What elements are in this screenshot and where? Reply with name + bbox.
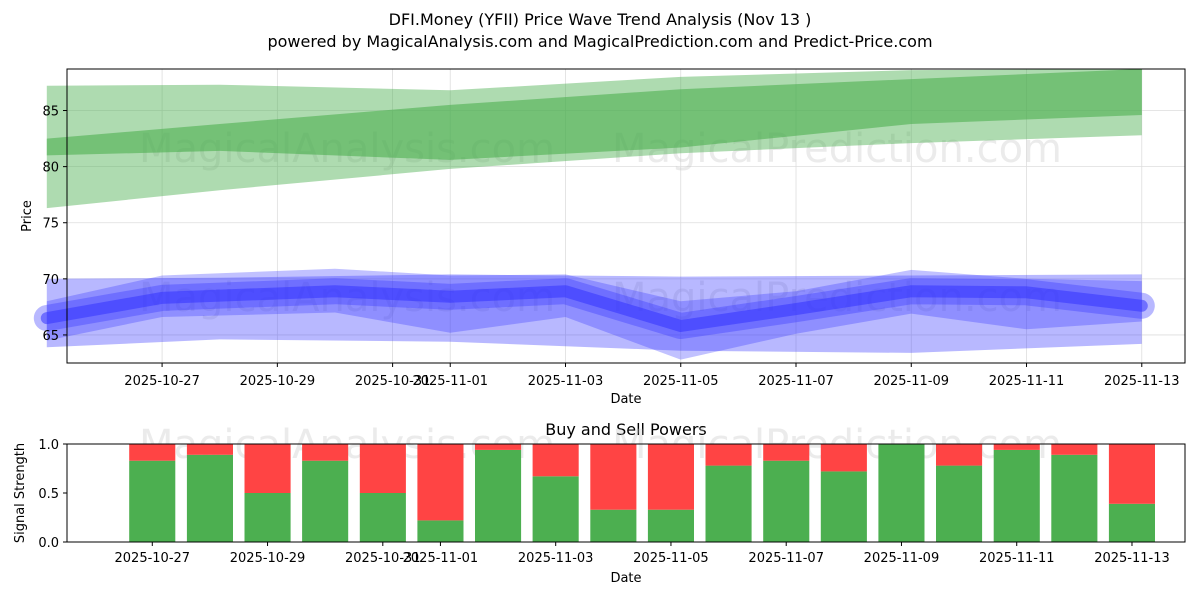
signal-y-label: Signal Strength bbox=[13, 443, 28, 543]
price-x-tick-label: 2025-11-11 bbox=[989, 374, 1065, 389]
signal-x-tick-label: 2025-11-13 bbox=[1094, 551, 1170, 566]
sell-bar bbox=[359, 444, 406, 493]
price-y-ticks: 65 70 75 80 85 bbox=[42, 105, 67, 344]
signal-x-tick-label: 2025-11-09 bbox=[864, 551, 940, 566]
signal-chart-title: Buy and Sell Powers bbox=[545, 420, 707, 439]
price-x-tick-label: 2025-11-03 bbox=[528, 374, 604, 389]
price-bands bbox=[33, 69, 1155, 360]
sell-bar bbox=[590, 444, 637, 510]
green-inner-band bbox=[46, 69, 1142, 160]
price-x-tick-label: 2025-11-07 bbox=[758, 374, 834, 389]
buy-bar bbox=[186, 454, 233, 542]
signal-x-tick-label: 2025-10-31 bbox=[345, 551, 421, 566]
price-y-label: Price bbox=[20, 200, 35, 232]
signal-bars bbox=[129, 444, 1155, 542]
buy-bar bbox=[302, 460, 349, 542]
sell-bar bbox=[1108, 444, 1155, 504]
buy-bar bbox=[936, 465, 983, 542]
signal-x-tick-label: 2025-11-03 bbox=[518, 551, 594, 566]
buy-bar bbox=[244, 493, 291, 542]
signal-x-tick-label: 2025-10-29 bbox=[230, 551, 306, 566]
buy-bar bbox=[475, 449, 522, 542]
price-x-tick-label: 2025-11-09 bbox=[873, 374, 949, 389]
signal-y-tick-label: 0.0 bbox=[38, 536, 59, 551]
signal-x-tick-label: 2025-11-05 bbox=[633, 551, 709, 566]
signal-x-label: Date bbox=[610, 571, 641, 586]
sell-bar bbox=[475, 444, 522, 450]
signal-x-tick-label: 2025-10-27 bbox=[115, 551, 191, 566]
signal-x-tick-label: 2025-11-01 bbox=[403, 551, 479, 566]
price-y-tick-label: 85 bbox=[42, 105, 59, 120]
buy-bar bbox=[763, 460, 810, 542]
price-plot-frame bbox=[66, 68, 1186, 364]
buy-bar bbox=[590, 509, 637, 542]
buy-bar bbox=[1108, 503, 1155, 542]
sell-bar bbox=[244, 444, 291, 493]
sell-bar bbox=[647, 444, 694, 510]
signal-x-ticks: 2025-10-27 2025-10-29 2025-10-312025-11-01… bbox=[115, 542, 1170, 566]
signal-x-tick-label: 2025-11-07 bbox=[748, 551, 824, 566]
sell-bar bbox=[417, 444, 464, 521]
buy-bar bbox=[532, 476, 579, 542]
buy-bar bbox=[129, 460, 176, 542]
price-y-tick-label: 70 bbox=[42, 273, 59, 288]
signal-y-tick-label: 0.5 bbox=[38, 487, 59, 502]
price-x-tick-label: 2025-11-01 bbox=[412, 374, 488, 389]
blue-core-line bbox=[40, 285, 1148, 332]
sell-bar bbox=[129, 444, 176, 461]
price-y-tick-label: 80 bbox=[42, 161, 59, 176]
price-x-ticks: 2025-10-27 2025-10-29 2025-10-312025-11-01… bbox=[124, 363, 1180, 389]
price-chart: MagicalAnalysis.com MagicalPrediction.co… bbox=[20, 68, 1186, 407]
price-x-tick-label: 2025-10-27 bbox=[124, 374, 200, 389]
buy-bar bbox=[705, 465, 752, 542]
buy-bar bbox=[359, 493, 406, 542]
signal-y-ticks: 0.0 0.5 1.0 bbox=[38, 438, 67, 551]
signal-y-tick-label: 1.0 bbox=[38, 438, 59, 453]
sell-bar bbox=[532, 444, 579, 477]
price-x-tick-label: 2025-11-13 bbox=[1104, 374, 1180, 389]
buy-bar bbox=[647, 509, 694, 542]
sell-bar bbox=[820, 444, 867, 472]
sell-bar bbox=[302, 444, 349, 461]
price-y-tick-label: 65 bbox=[42, 329, 59, 344]
sell-bar bbox=[993, 444, 1040, 450]
figure-subtitle: powered by MagicalAnalysis.com and Magic… bbox=[267, 32, 932, 51]
price-x-tick-label: 2025-11-05 bbox=[643, 374, 719, 389]
buy-bar bbox=[1051, 454, 1098, 542]
price-x-label: Date bbox=[610, 392, 641, 407]
buy-bar bbox=[820, 471, 867, 542]
price-y-tick-label: 75 bbox=[42, 217, 59, 232]
buy-bar bbox=[417, 520, 464, 542]
sell-bar bbox=[936, 444, 983, 466]
figure-title: DFI.Money (YFII) Price Wave Trend Analys… bbox=[389, 10, 812, 29]
sell-bar bbox=[763, 444, 810, 461]
price-x-tick-label: 2025-10-29 bbox=[240, 374, 316, 389]
buy-bar bbox=[878, 444, 925, 542]
sell-bar bbox=[186, 444, 233, 455]
sell-bar bbox=[705, 444, 752, 466]
signal-chart: Buy and Sell Powers MagicalAnalysis.com … bbox=[13, 420, 1186, 586]
price-x-tick-label: 2025-10-31 bbox=[355, 374, 431, 389]
buy-bar bbox=[993, 449, 1040, 542]
signal-x-tick-label: 2025-11-11 bbox=[979, 551, 1055, 566]
sell-bar bbox=[1051, 444, 1098, 455]
